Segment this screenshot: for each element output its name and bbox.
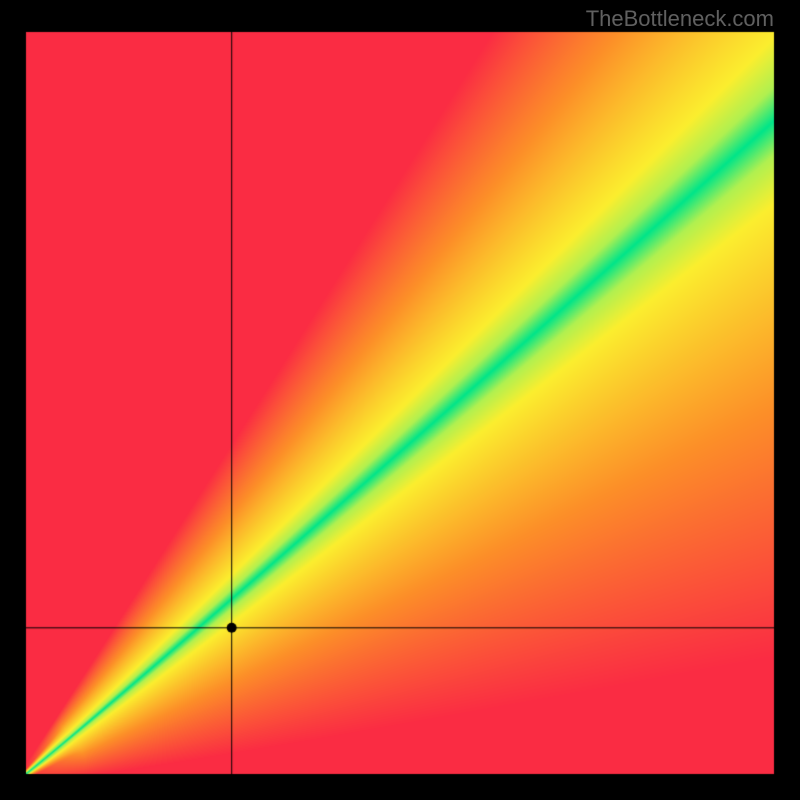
heatmap-canvas xyxy=(0,0,800,800)
chart-container: TheBottleneck.com xyxy=(0,0,800,800)
watermark-text: TheBottleneck.com xyxy=(586,6,774,32)
